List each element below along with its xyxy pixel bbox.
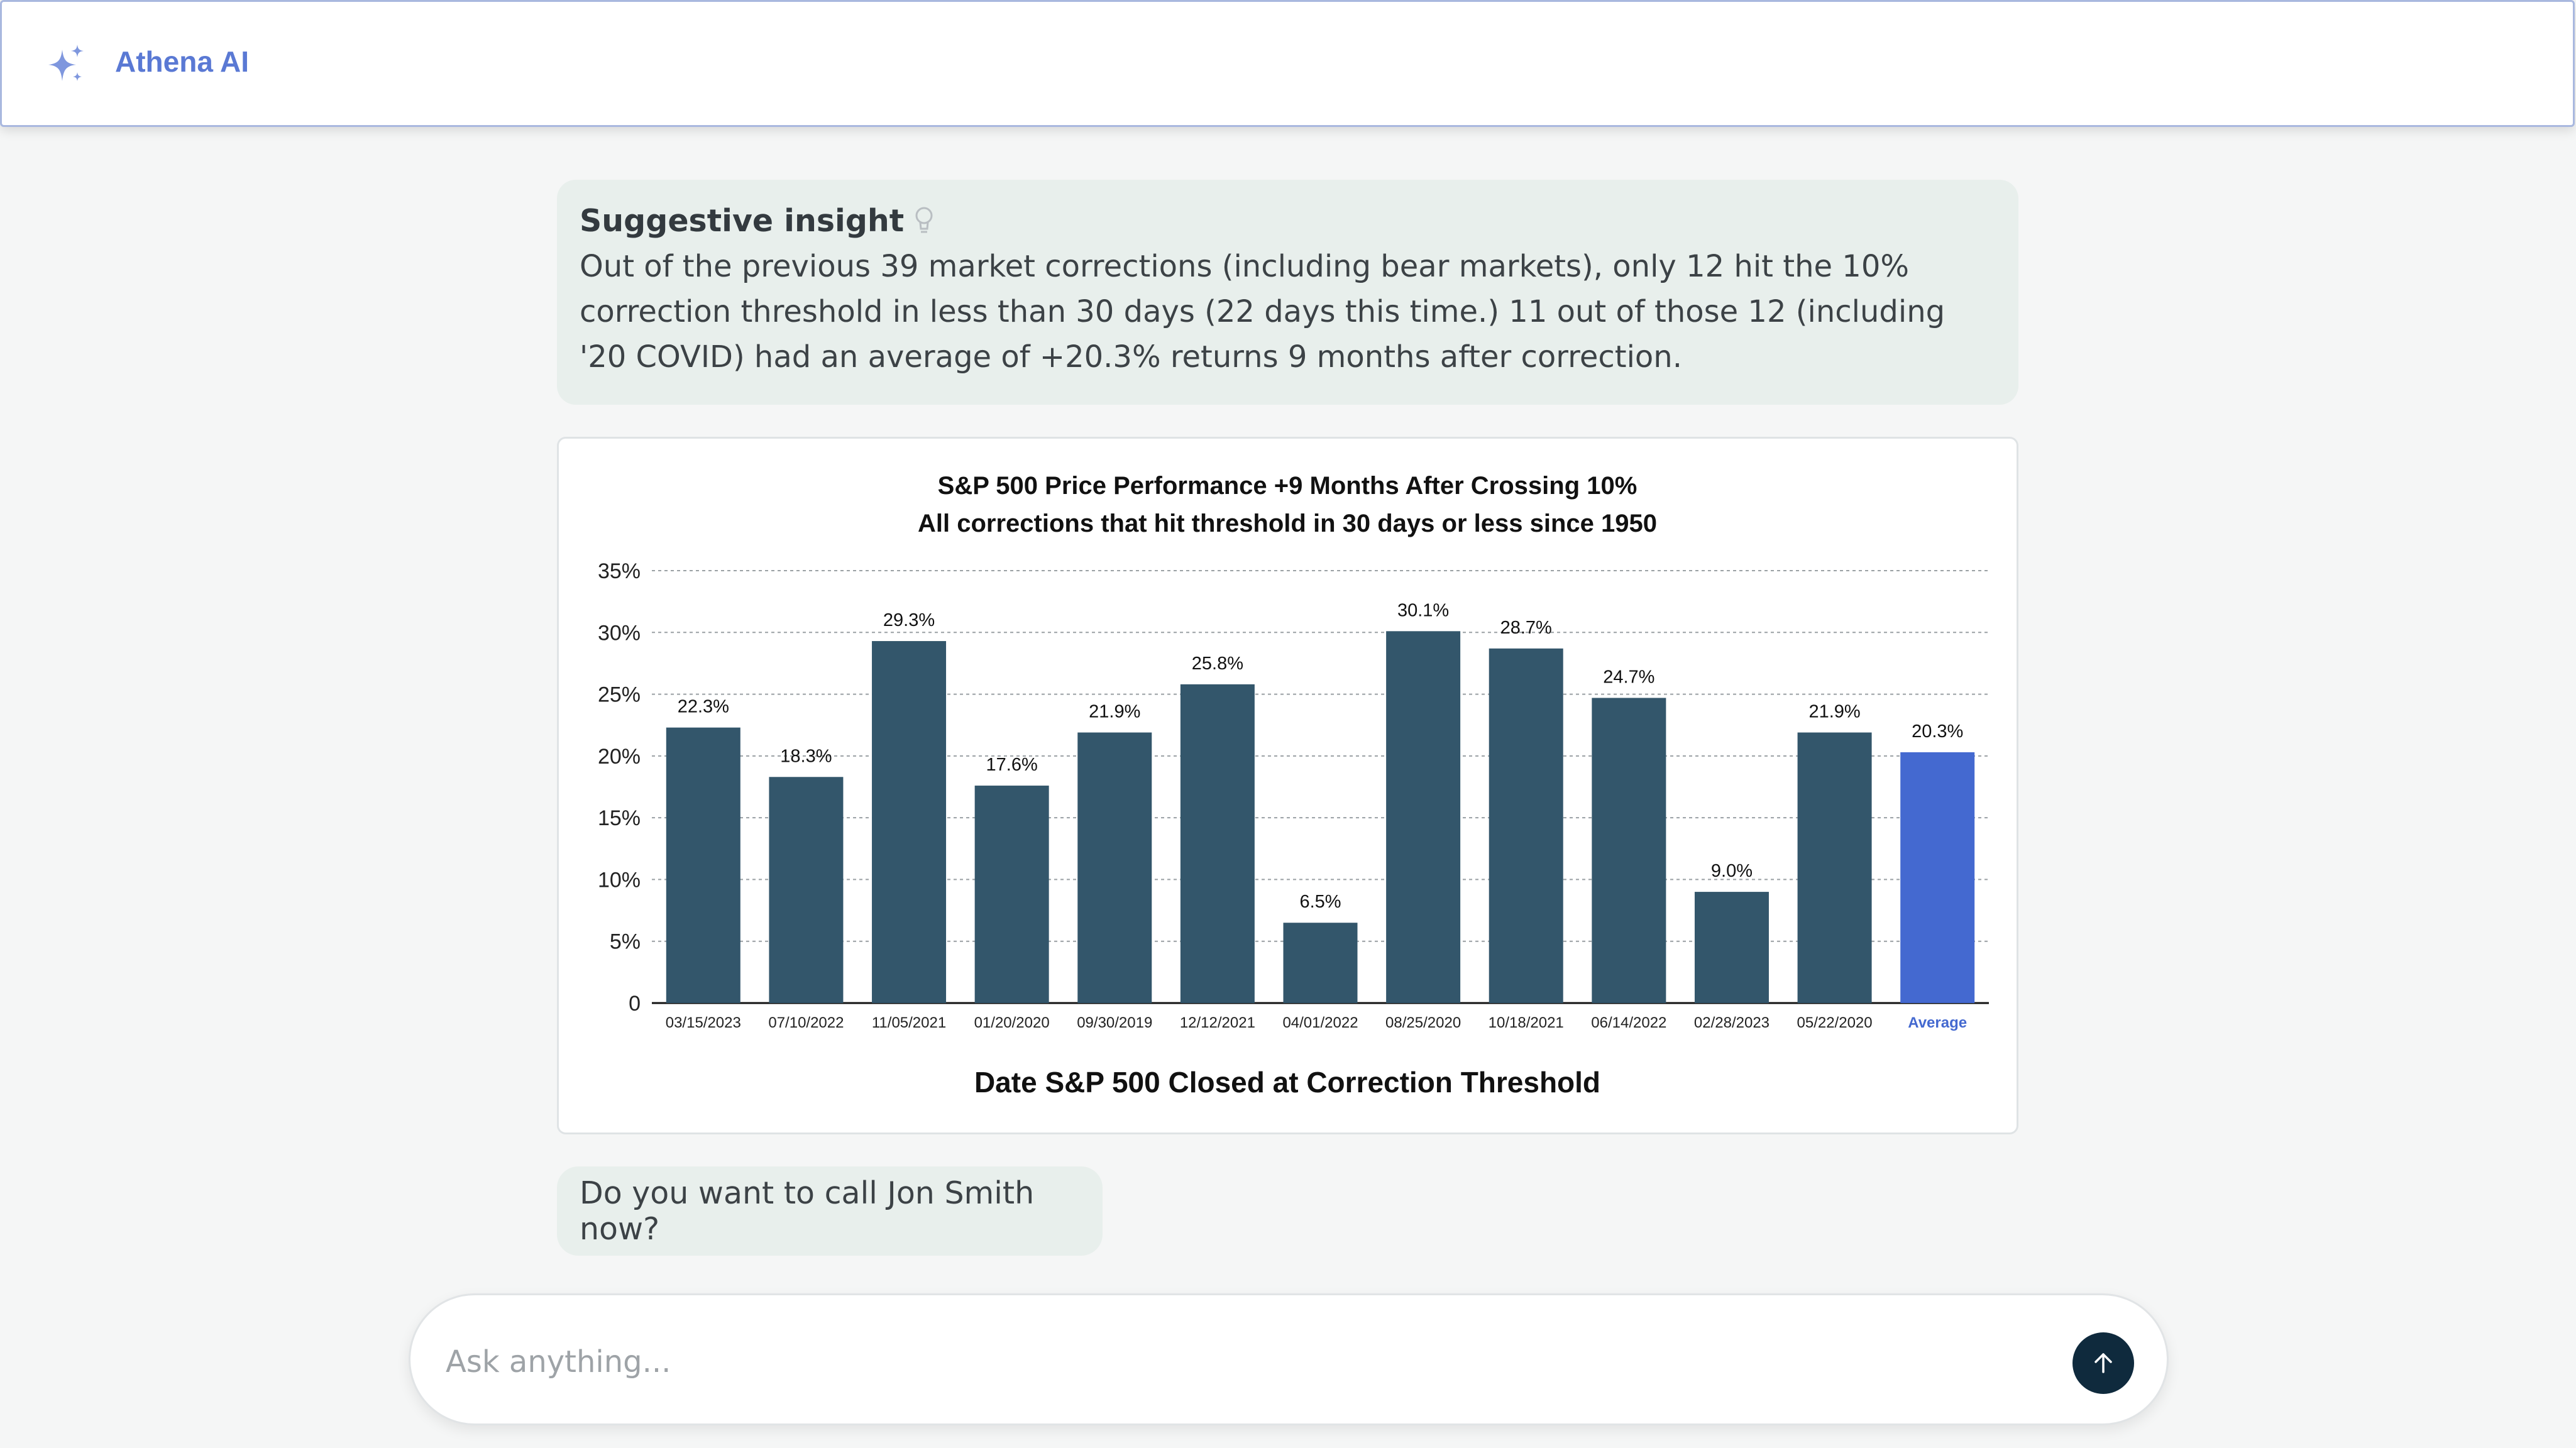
lightbulb-icon — [915, 207, 933, 233]
bar — [1283, 923, 1358, 1003]
send-button[interactable] — [2072, 1332, 2134, 1394]
x-tick-label: 04/01/2022 — [1282, 1014, 1358, 1031]
bar-chart: S&P 500 Price Performance +9 Months Afte… — [598, 472, 1989, 1099]
x-tick-label: 07/10/2022 — [768, 1014, 844, 1031]
data-label: 22.3% — [678, 697, 729, 717]
x-tick-label: 06/14/2022 — [1591, 1014, 1666, 1031]
x-tick-label: 02/28/2023 — [1694, 1014, 1770, 1031]
data-label: 30.1% — [1397, 600, 1449, 620]
x-tick-label: Average — [1908, 1014, 1967, 1031]
chart-card: S&P 500 Price Performance +9 Months Afte… — [557, 437, 2018, 1134]
y-tick-label: 25% — [598, 683, 641, 707]
top-bar: Athena AI — [0, 0, 2575, 127]
chart-title: S&P 500 Price Performance +9 Months Afte… — [938, 472, 1638, 500]
data-label: 20.3% — [1912, 721, 1963, 742]
average-bar — [1900, 752, 1975, 1003]
bar — [666, 727, 740, 1003]
data-label: 21.9% — [1089, 702, 1140, 722]
data-label: 9.0% — [1711, 861, 1753, 881]
bar — [872, 641, 947, 1003]
arrow-up-icon — [2094, 1353, 2112, 1373]
y-tick-label: 30% — [598, 621, 641, 645]
bar — [1694, 892, 1769, 1003]
y-tick-label: 15% — [598, 806, 641, 830]
x-axis-label: Date S&P 500 Closed at Correction Thresh… — [974, 1066, 1600, 1099]
y-tick-label: 35% — [598, 559, 641, 583]
x-tick-label: 08/25/2020 — [1385, 1014, 1461, 1031]
y-tick-label: 5% — [610, 930, 641, 954]
bar — [1489, 648, 1563, 1003]
assistant-question: Do you want to call Jon Smith now? — [557, 1166, 1103, 1256]
bar — [1592, 698, 1666, 1003]
insight-card: Suggestive insight Out of the previous 3… — [557, 180, 2018, 405]
y-tick-label: 20% — [598, 745, 641, 769]
x-tick-label: 09/30/2019 — [1077, 1014, 1152, 1031]
chat-composer — [409, 1293, 2169, 1425]
y-tick-label: 0 — [629, 992, 641, 1016]
x-tick-label: 10/18/2021 — [1489, 1014, 1564, 1031]
data-label: 21.9% — [1808, 702, 1860, 722]
x-tick-label: 01/20/2020 — [974, 1014, 1050, 1031]
bar — [1797, 732, 1872, 1003]
insight-body: Out of the previous 39 market correction… — [580, 249, 1946, 375]
x-tick-label: 12/12/2021 — [1180, 1014, 1255, 1031]
sparkles-icon — [48, 45, 84, 81]
bar — [974, 786, 1049, 1003]
question-text: Do you want to call Jon Smith now? — [580, 1175, 1035, 1247]
data-label: 24.7% — [1603, 667, 1654, 687]
chart-subtitle: All corrections that hit threshold in 30… — [918, 510, 1657, 537]
y-tick-label: 10% — [598, 868, 641, 892]
insight-title: Suggestive insight — [580, 203, 905, 239]
data-label: 29.3% — [883, 610, 935, 630]
bar — [1386, 631, 1461, 1003]
chat-input[interactable] — [444, 1327, 2018, 1397]
x-tick-label: 11/05/2021 — [872, 1014, 946, 1031]
bar — [1180, 684, 1255, 1003]
x-tick-label: 03/15/2023 — [666, 1014, 741, 1031]
bar — [1077, 732, 1152, 1003]
data-label: 17.6% — [986, 755, 1038, 775]
data-label: 25.8% — [1192, 654, 1243, 674]
x-tick-label: 05/22/2020 — [1797, 1014, 1873, 1031]
insight-title-row: Suggestive insight — [580, 199, 1996, 244]
data-label: 18.3% — [780, 746, 832, 766]
data-label: 6.5% — [1299, 892, 1341, 912]
app-title: Athena AI — [115, 45, 249, 78]
data-label: 28.7% — [1500, 618, 1552, 638]
bar — [769, 777, 844, 1003]
